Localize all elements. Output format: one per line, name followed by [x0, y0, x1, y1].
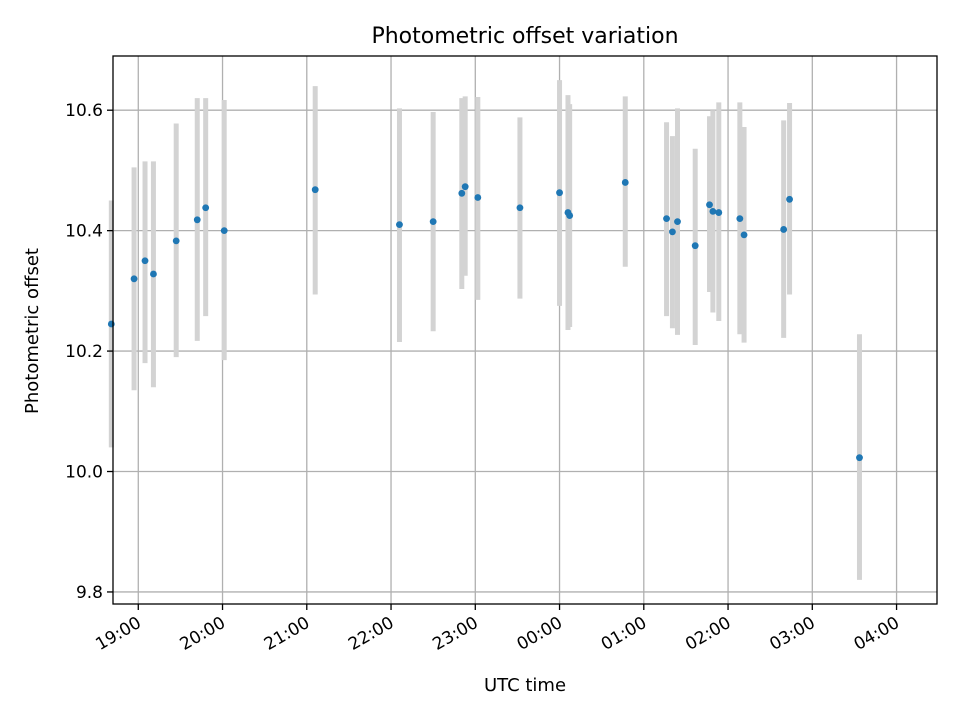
y-tick-label: 10.6 — [65, 101, 103, 121]
data-point — [193, 216, 201, 224]
data-point — [130, 275, 138, 283]
plot-area-frame — [112, 55, 938, 605]
data-point — [202, 204, 210, 212]
data-point — [706, 201, 713, 209]
data-point — [556, 189, 563, 197]
data-point — [220, 227, 228, 235]
data-point — [461, 183, 469, 191]
y-axis-ticks: 9.8 10.0 10.2 10.4 10.6 — [65, 101, 113, 603]
y-tick-label: 10.0 — [65, 463, 103, 483]
data-point — [474, 194, 482, 201]
data-point — [396, 221, 403, 229]
data-point — [740, 231, 748, 239]
data-point — [311, 186, 319, 194]
x-axis-label: UTC time — [484, 675, 566, 696]
data-point — [709, 207, 717, 215]
data-point — [566, 212, 574, 219]
data-point — [780, 226, 788, 233]
y-tick-label: 10.2 — [65, 342, 103, 362]
data-point — [172, 237, 180, 245]
data-point — [458, 189, 466, 197]
data-point — [516, 204, 524, 212]
y-tick-label: 10.4 — [65, 222, 103, 242]
data-point — [141, 257, 149, 265]
data-point — [691, 242, 699, 250]
data-point — [674, 218, 681, 226]
chart-title: Photometric offset variation — [371, 24, 678, 49]
data-point — [669, 228, 676, 236]
grid-lines — [113, 56, 937, 604]
data-point — [429, 218, 437, 226]
y-axis-label: Photometric offset — [22, 248, 43, 414]
data-point — [856, 454, 863, 462]
data-point — [621, 179, 629, 186]
data-point — [736, 215, 744, 222]
y-tick-label: 9.8 — [76, 583, 103, 603]
data-point — [715, 209, 723, 216]
data-point — [150, 270, 157, 278]
data-point — [107, 320, 115, 328]
data-point — [786, 195, 793, 203]
data-point — [663, 215, 670, 222]
